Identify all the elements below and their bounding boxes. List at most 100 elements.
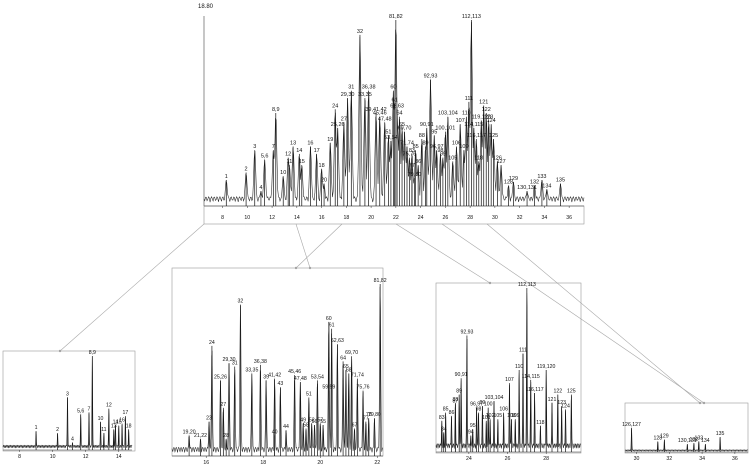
peak-label: 64 — [397, 111, 403, 117]
peak-label: 31 — [232, 361, 238, 367]
peak-label: 123 — [484, 114, 493, 120]
peak-label: 15 — [116, 420, 122, 426]
peak-label: 64 — [340, 355, 346, 361]
peak-label: 129 — [660, 434, 669, 440]
peak-label: 12 — [285, 152, 291, 158]
peak-label: 85 — [443, 407, 449, 413]
peak-label: 103,104 — [485, 395, 504, 401]
x-tick-label: 32 — [666, 456, 672, 462]
peak-label: 114,115 — [522, 374, 540, 380]
peak-label: 62,63 — [390, 103, 404, 109]
panel-main: 12345,678,910111213141516171819202425,26… — [203, 14, 585, 225]
peak-label: 10 — [98, 416, 104, 422]
zoom-connector — [59, 223, 205, 352]
zoom-connector — [295, 223, 311, 269]
x-tick-label: 32 — [517, 215, 523, 221]
peak-label: 25,26 — [331, 122, 345, 128]
peak-label: 116,117 — [467, 133, 486, 139]
x-tick-label: 34 — [542, 215, 548, 221]
peak-label: 92,93 — [460, 330, 473, 336]
peak-label: 44 — [283, 424, 289, 430]
peak-label: 109 — [459, 144, 468, 150]
x-tick-label: 22 — [393, 215, 399, 221]
x-tick-label: 8 — [18, 454, 21, 460]
peak-label: 24 — [209, 340, 215, 346]
peak-label: 98 — [476, 407, 482, 413]
peak-label: 36,38 — [362, 85, 376, 91]
peak-label: 110 — [462, 111, 471, 117]
peak-label: 132 — [690, 437, 699, 443]
peak-label: 31 — [348, 85, 354, 91]
chromatogram-trace — [171, 286, 383, 453]
peak-label: 36,38 — [254, 359, 267, 365]
peak-label: 16 — [307, 140, 313, 146]
peak-label: 110 — [515, 364, 523, 370]
peak-label: 81,82 — [389, 14, 403, 20]
peak-label: 16 — [119, 418, 125, 424]
panel-frame — [435, 282, 582, 454]
peak-label: 13 — [111, 423, 117, 429]
peak-label: 29,30 — [223, 357, 236, 363]
peak-label: 45,46 — [288, 369, 301, 375]
peak-label: 92,93 — [424, 74, 438, 80]
peak-label: 4 — [259, 185, 262, 191]
peak-label: 69,70 — [345, 350, 358, 356]
peak-label: 55 — [320, 419, 326, 425]
peak-label: 71,74 — [400, 140, 414, 146]
peak-label: 25,26 — [214, 374, 227, 380]
peak-label: 90,91 — [455, 372, 468, 378]
peak-label: 61 — [329, 323, 335, 329]
peak-label: 21,22 — [194, 433, 207, 439]
peak-label: 99 — [440, 152, 446, 158]
peak-label: 49 — [300, 417, 306, 423]
panel-zoom-3: 8384858687888990,9192,93949596,979899100… — [435, 282, 582, 462]
peak-label: 27 — [220, 402, 226, 408]
peak-label: 90,91 — [420, 122, 434, 128]
peak-label: 89 — [423, 140, 429, 146]
peak-label: 29,30 — [341, 92, 355, 98]
peak-label: 71,74 — [351, 373, 364, 379]
peak-label: 32 — [238, 299, 244, 305]
peak-label: 100 — [484, 402, 493, 408]
x-tick-label: 36 — [566, 215, 572, 221]
peak-label: 118 — [474, 155, 483, 161]
peak-label: 123 — [557, 400, 566, 406]
peak-label: 62,63 — [331, 338, 344, 344]
peak-label: 75,76 — [357, 385, 370, 391]
x-tick-label: 24 — [466, 456, 472, 462]
peak-label: 122 — [553, 389, 562, 395]
peak-label: 130,131 — [678, 438, 697, 444]
peak-label: 125 — [489, 133, 498, 139]
peak-label: 3 — [253, 144, 256, 150]
peak-label: 100,101 — [435, 126, 455, 132]
x-tick-label: 12 — [83, 454, 89, 460]
zoom-connector — [395, 223, 491, 284]
peak-label: 128 — [653, 435, 662, 441]
peak-label: 14 — [296, 148, 302, 154]
peak-label: 132 — [530, 180, 539, 186]
peak-label: 109 — [511, 413, 520, 419]
x-tick-label: 30 — [492, 215, 498, 221]
peak-label: 122 — [482, 107, 491, 113]
x-tick-label: 10 — [244, 215, 250, 221]
peak-label: 119,120 — [472, 114, 491, 120]
peak-label: 134 — [701, 438, 710, 444]
peak-label: 52 — [309, 417, 315, 423]
peak-label: 75,76 — [403, 152, 417, 158]
peak-label: 27 — [341, 116, 347, 122]
peak-label: 124 — [487, 118, 496, 124]
peak-label: 96,97 — [430, 144, 444, 150]
peak-label: 95 — [470, 423, 476, 429]
peak-label: 65 — [399, 122, 405, 128]
peak-label: 5,6 — [77, 408, 84, 414]
peak-label: 94 — [468, 430, 474, 436]
peak-label: 86 — [415, 159, 421, 165]
x-tick-label: 24 — [418, 215, 424, 221]
x-tick-label: 18 — [260, 460, 266, 464]
peak-label: 128 — [504, 180, 513, 186]
peak-label: 99 — [480, 400, 486, 406]
x-tick-label: 18 — [343, 215, 349, 221]
